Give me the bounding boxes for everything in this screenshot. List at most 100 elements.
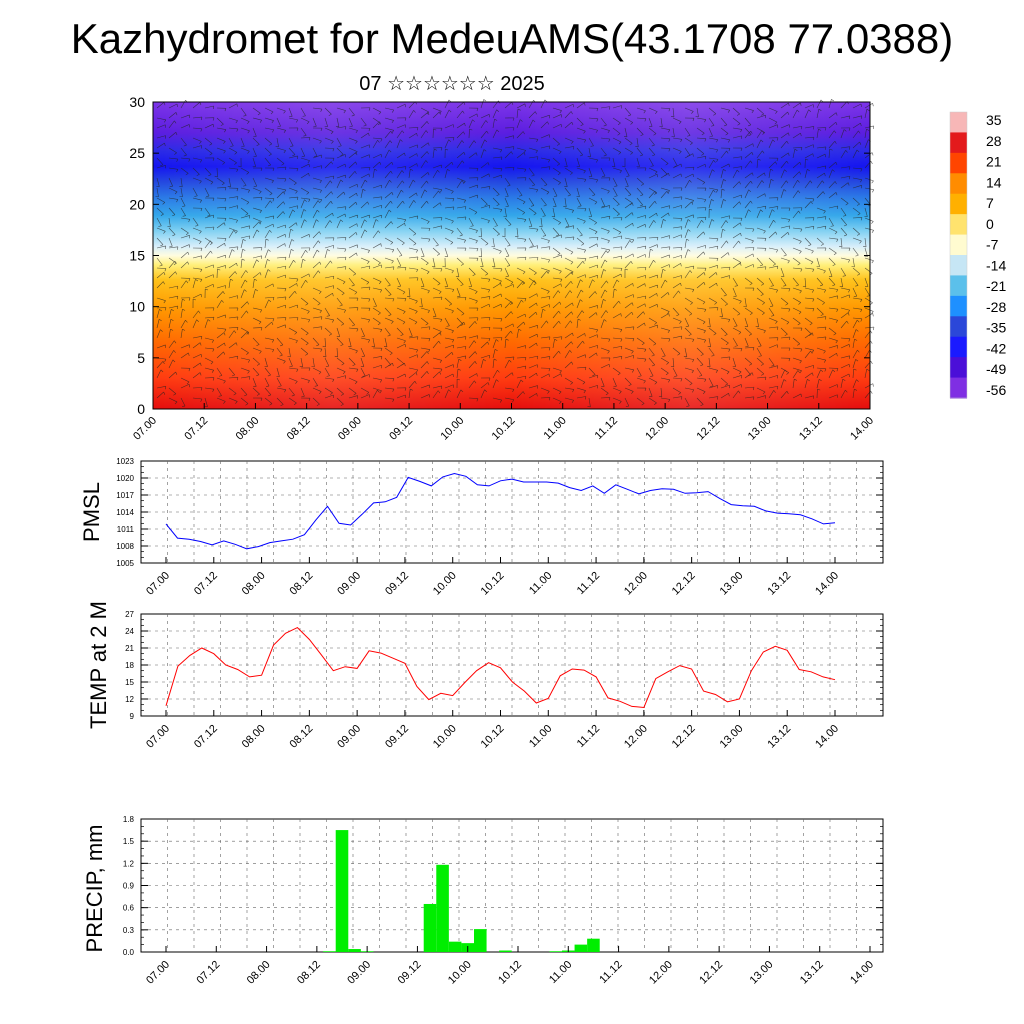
wind-barb: [804, 169, 808, 179]
wind-barb: [192, 101, 201, 109]
wind-barb-flag: [620, 338, 623, 342]
wind-barb-flag: [354, 171, 357, 175]
wind-barb: [612, 147, 621, 153]
wind-barb: [528, 280, 535, 289]
wind-barb: [504, 359, 510, 369]
wind-barb-flag: [463, 181, 466, 184]
wind-barb-flag: [241, 258, 245, 261]
wind-barb: [300, 199, 305, 209]
wind-barb: [264, 347, 274, 350]
wind-barb: [840, 101, 848, 109]
wind-barb-flag: [824, 173, 826, 177]
wind-barb: [828, 161, 837, 169]
wind-barb: [264, 397, 273, 404]
precip-y-tick-label: 1.2: [123, 859, 135, 868]
wind-barb: [348, 147, 358, 152]
wind-barb-flag: [628, 194, 632, 197]
precip-y-tick-label: 1.5: [123, 837, 135, 846]
wind-barb: [696, 197, 706, 200]
wind-barb: [624, 237, 634, 241]
wind-barb: [648, 212, 657, 219]
wind-barb-flag: [233, 393, 237, 396]
wind-barb: [768, 247, 778, 251]
wind-barb-flag: [379, 121, 381, 125]
wind-barb: [168, 319, 172, 329]
wind-barb: [252, 207, 262, 211]
wind-barb: [204, 284, 214, 289]
wind-barb: [516, 217, 526, 220]
wind-barb: [588, 385, 598, 389]
wind-barb-flag: [391, 109, 395, 113]
wind-barb: [252, 187, 262, 192]
wind-barb-flag: [812, 269, 815, 273]
wind-barb-flag: [246, 202, 250, 205]
wind-barb-flag: [872, 383, 874, 387]
wind-barb: [540, 387, 550, 392]
wind-barb: [180, 352, 189, 359]
wind-barb: [708, 189, 714, 199]
wind-barb-flag: [808, 109, 812, 112]
wind-barb: [672, 196, 682, 199]
wind-barb: [180, 309, 183, 319]
wind-barb: [816, 129, 819, 139]
wind-barb: [324, 377, 334, 380]
wind-barb-flag: [556, 234, 560, 237]
wind-barb-flag: [256, 259, 260, 262]
wind-barb: [636, 337, 645, 344]
pmsl-x-tick-label: 11.00: [527, 570, 554, 597]
wind-barb: [360, 144, 370, 149]
wind-barb: [840, 267, 846, 276]
wind-barb-flag: [654, 191, 657, 195]
wind-barb: [720, 163, 730, 169]
wind-barb-flag: [667, 190, 670, 194]
wind-barb: [672, 107, 675, 117]
wind-barb-flag: [571, 141, 574, 144]
wind-barb: [660, 327, 670, 331]
wind-barb: [756, 337, 762, 347]
wind-barb: [528, 207, 537, 214]
wind-barb: [420, 130, 427, 139]
wind-barb-flag: [476, 177, 479, 181]
wind-barb-flag: [582, 261, 585, 264]
wind-barb-flag: [737, 123, 741, 126]
wind-barb-flag: [872, 103, 874, 107]
wind-barb: [768, 265, 778, 269]
wind-barb-flag: [305, 353, 309, 356]
wind-barb: [516, 267, 526, 273]
wind-barb: [816, 237, 824, 245]
wind-barb: [660, 212, 669, 219]
wind-barb-flag: [668, 212, 670, 216]
wind-barb-flag: [800, 207, 803, 211]
wind-barb-flag: [738, 371, 742, 375]
wind-barb-flag: [835, 320, 838, 323]
wind-barb-flag: [379, 161, 382, 165]
wind-barb-flag: [571, 271, 574, 275]
wind-barb: [744, 227, 754, 230]
wind-barb-flag: [654, 171, 658, 175]
wind-barb: [588, 177, 598, 181]
wind-barb-flag: [761, 180, 764, 184]
wind-barb: [396, 189, 402, 199]
wind-barb-flag: [668, 108, 671, 112]
wind-barb: [576, 333, 585, 339]
wind-barb: [336, 357, 345, 364]
wind-barb: [708, 385, 718, 389]
wind-barb-flag: [176, 169, 179, 173]
wind-barb-flag: [776, 249, 779, 253]
wind-barb: [744, 117, 752, 126]
wind-barb: [780, 160, 787, 169]
wind-barb-flag: [462, 160, 465, 164]
wind-barb-flag: [199, 102, 202, 106]
wind-barb: [516, 365, 526, 369]
wind-barb-flag: [762, 302, 765, 305]
wind-barb: [276, 201, 284, 209]
wind-barb-flag: [583, 390, 586, 394]
wind-barb: [492, 397, 502, 401]
wind-barb-flag: [559, 110, 562, 114]
wind-barb-flag: [242, 238, 246, 242]
wind-barb: [588, 207, 592, 217]
wind-barb: [492, 379, 497, 389]
wind-barb-flag: [752, 347, 755, 351]
wind-barb: [804, 257, 814, 263]
wind-barb-flag: [381, 196, 383, 200]
